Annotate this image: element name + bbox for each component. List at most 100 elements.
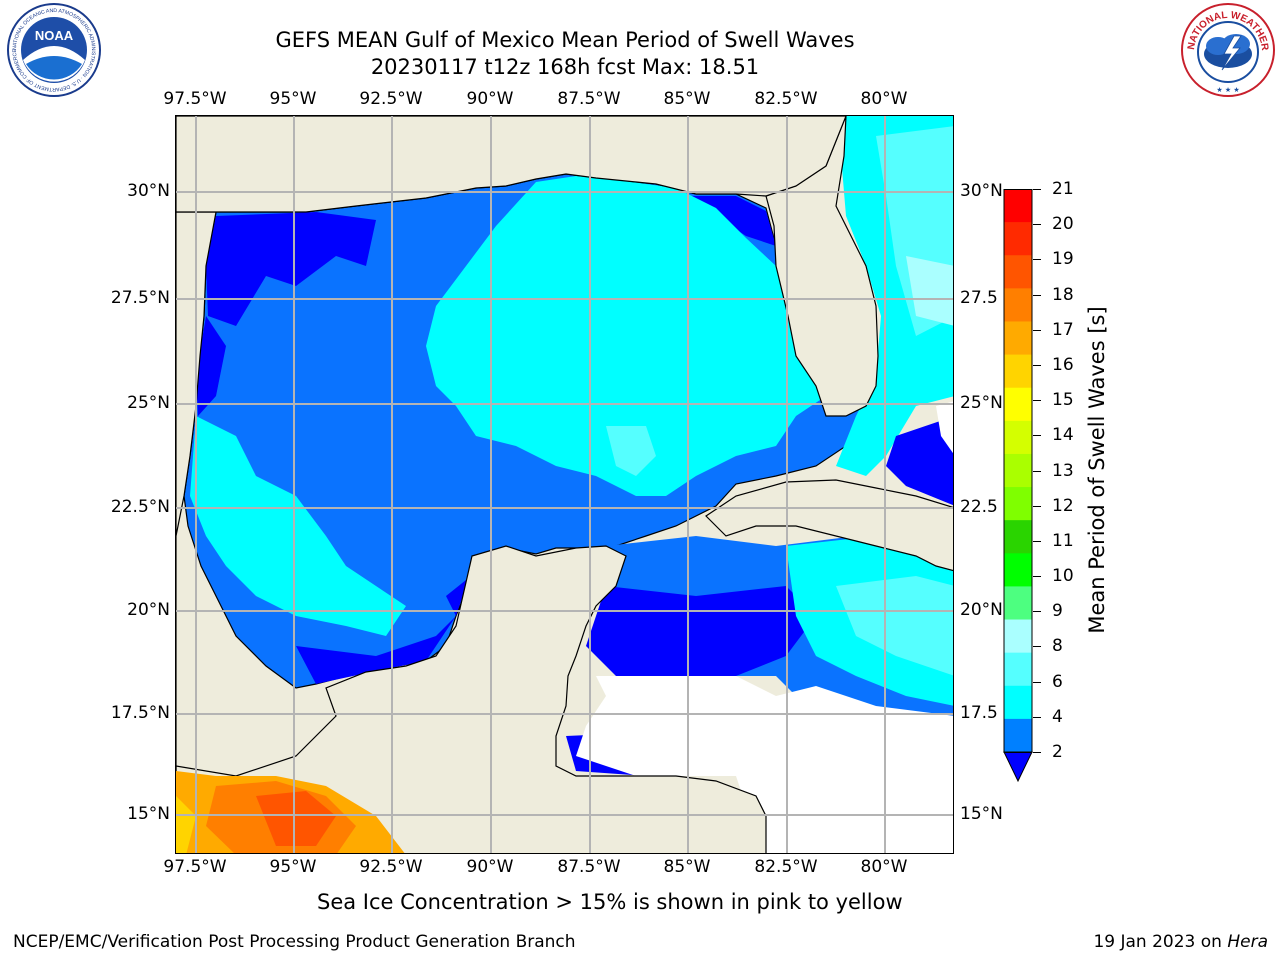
colorbar-segment	[1004, 520, 1032, 554]
lat-label-right: 30°N	[960, 181, 1003, 201]
colorbar-frame	[1003, 189, 1033, 753]
gridlines	[176, 116, 953, 853]
colorbar-segment	[1004, 354, 1032, 389]
lon-label-bottom: 97.5°W	[163, 857, 227, 877]
colorbar-tick-label: 10	[1052, 566, 1074, 587]
colorbar-segment	[1004, 685, 1032, 720]
caribbean-light-cyan	[836, 576, 953, 676]
colorbar-tick-label: 6	[1052, 671, 1063, 692]
caribbean-deep-blue	[586, 586, 816, 676]
yucatan-land	[176, 545, 767, 853]
chart-title: GEFS MEAN Gulf of Mexico Mean Period of …	[275, 28, 855, 52]
noaa-logo-text: NOAA	[35, 28, 74, 43]
lon-label-bottom: 92.5°W	[359, 857, 423, 877]
colorbar-tick-mark	[1033, 646, 1041, 648]
colorbar-segment	[1004, 321, 1032, 356]
lat-label-right: 17.5	[960, 703, 998, 723]
lat-label-left: 25°N	[127, 393, 170, 413]
lat-label-left: 30°N	[127, 181, 170, 201]
lat-label-right: 25°N	[960, 393, 1003, 413]
nws-logo: NATIONAL WEATHER SERVICE ★ ★ ★	[1174, 0, 1278, 98]
colorbar-segment	[1004, 487, 1032, 521]
lon-label-top: 97.5°W	[163, 89, 227, 109]
deep-blue-west	[196, 316, 226, 416]
cuba-land	[705, 479, 953, 572]
gulf-ocean-cyan	[426, 176, 826, 496]
lon-label-top: 90°W	[466, 89, 514, 109]
light-cyan-patch	[606, 426, 656, 476]
lat-label-left: 22.5°N	[110, 497, 170, 517]
lon-label-bottom: 95°W	[269, 857, 317, 877]
colorbar-tick-mark	[1033, 400, 1041, 402]
colorbar-segment	[1004, 255, 1032, 289]
colorbar-tick-label: 19	[1052, 249, 1074, 270]
noaa-logo: NOAA NATIONAL OCEANIC AND ATMOSPHERIC AD…	[4, 2, 104, 98]
colorbar-tick-mark	[1033, 611, 1041, 613]
colorbar-tick-mark	[1033, 470, 1041, 472]
colorbar-tick-label: 21	[1052, 179, 1074, 199]
footer-host: Hera	[1227, 932, 1268, 952]
colorbar-tick-label: 17	[1052, 319, 1074, 340]
lon-label-top: 80°W	[860, 89, 908, 109]
lon-label-bottom: 87.5°W	[557, 857, 621, 877]
lon-label-bottom: 85°W	[663, 857, 711, 877]
colorbar-tick-mark	[1033, 716, 1041, 718]
atlantic-pale-cyan	[906, 256, 953, 326]
caribbean-white-gap	[576, 676, 953, 853]
lat-label-left: 17.5°N	[110, 703, 170, 723]
colorbar-segment	[1004, 420, 1032, 455]
deep-blue-north	[206, 212, 376, 326]
colorbar-tick-mark	[1033, 329, 1041, 331]
lat-label-right: 20°N	[960, 600, 1003, 620]
pacific-red	[256, 791, 336, 846]
colorbar-tick-label: 14	[1052, 425, 1074, 446]
sea-ice-note: Sea Ice Concentration > 15% is shown in …	[317, 890, 903, 914]
colorbar-tick-label: 4	[1052, 706, 1063, 727]
pacific-yellow	[176, 796, 196, 853]
lat-label-right: 15°N	[960, 804, 1003, 824]
lat-label-left: 15°N	[127, 804, 170, 824]
colorbar-segment	[1004, 387, 1032, 422]
colorbar-segment	[1004, 586, 1032, 621]
deep-blue-sw	[296, 616, 456, 684]
colorbar-tick-mark	[1033, 681, 1041, 683]
gulf-map	[176, 116, 953, 853]
colorbar-tick-mark	[1033, 752, 1041, 753]
colorbar-tick-label: 2	[1052, 742, 1063, 762]
colorbar-segment	[1004, 222, 1032, 256]
colorbar-tick-mark	[1033, 576, 1041, 578]
colorbar-segment	[1004, 619, 1032, 654]
deep-blue-campeche	[446, 556, 476, 616]
lat-label-right: 27.5	[960, 288, 998, 308]
lon-label-top: 95°W	[269, 89, 317, 109]
lon-label-bottom: 82.5°W	[754, 857, 818, 877]
footer-date: 19 Jan 2023 on Hera	[1093, 932, 1268, 952]
colorbar-tick-mark	[1033, 435, 1041, 437]
colorbar-tick-label: 20	[1052, 214, 1074, 235]
colorbar-tick-mark	[1033, 364, 1041, 366]
lon-label-bottom: 90°W	[466, 857, 514, 877]
colorbar-tick-label: 13	[1052, 460, 1074, 481]
colorbar-tick-mark	[1033, 189, 1041, 190]
atlantic-deep-blue	[886, 416, 953, 506]
bahamas-white	[936, 401, 953, 454]
colorbar-segment	[1004, 652, 1032, 687]
chart-subtitle: 20230117 t12z 168h fcst Max: 18.51	[370, 55, 760, 79]
footer-branch: NCEP/EMC/Verification Post Processing Pr…	[13, 932, 576, 952]
colorbar-tick-label: 12	[1052, 495, 1074, 516]
lat-label-right: 22.5	[960, 497, 998, 517]
colorbar-tick-label: 18	[1052, 284, 1074, 305]
lon-label-top: 92.5°W	[359, 89, 423, 109]
colorbar-segment	[1004, 453, 1032, 488]
lon-label-top: 87.5°W	[557, 89, 621, 109]
colorbar-segment	[1004, 288, 1032, 322]
colorbar-segment	[1004, 553, 1032, 587]
cyan-patch-west	[190, 416, 406, 636]
lat-label-left: 27.5°N	[110, 288, 170, 308]
colorbar-tick-mark	[1033, 224, 1041, 226]
colorbar-tick-label: 9	[1052, 601, 1063, 622]
colorbar-segment	[1004, 189, 1032, 223]
us-gulf-coast	[176, 116, 847, 213]
colorbar-extend-triangle	[1003, 751, 1033, 783]
colorbar-label: Mean Period of Swell Waves [s]	[1085, 306, 1109, 634]
